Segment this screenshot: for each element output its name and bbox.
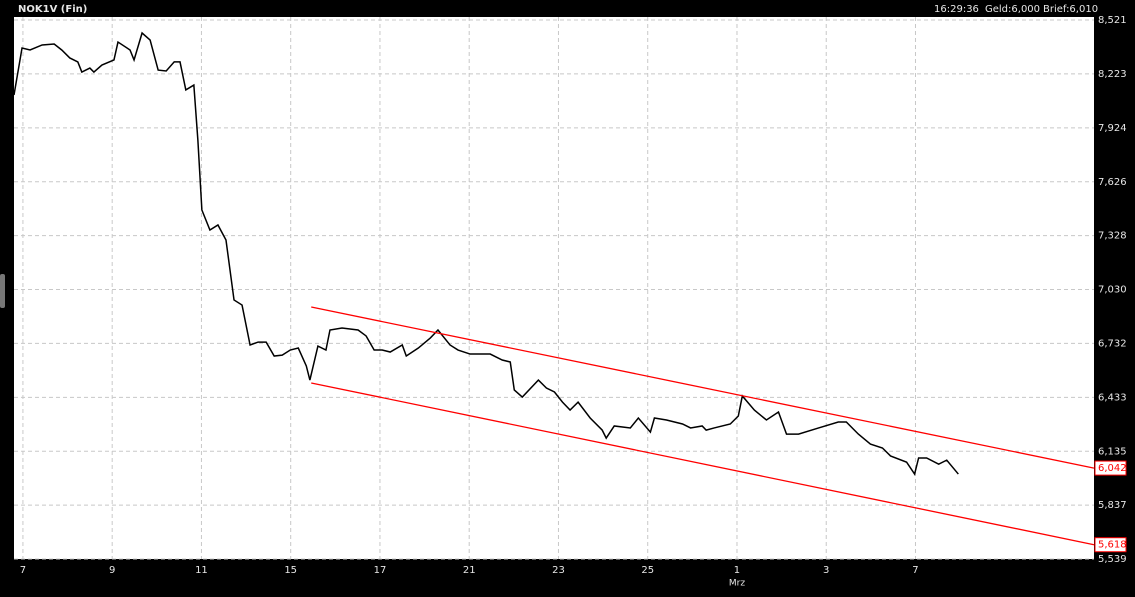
- x-tick-label: 7: [20, 565, 26, 576]
- y-tick-label: 8,223: [1098, 69, 1127, 80]
- month-label: Mrz: [729, 579, 745, 589]
- marks: [13, 31, 1095, 546]
- x-tick-label: 25: [641, 565, 654, 576]
- x-tick-label: 1: [734, 565, 740, 576]
- price-tag: 6,042: [1098, 463, 1127, 474]
- x-tick-label: 21: [463, 565, 476, 576]
- price-tag-box: [1094, 460, 1127, 476]
- side-handle: [0, 274, 5, 308]
- trend-line: [311, 382, 1095, 546]
- price-tag-box: [1094, 537, 1127, 553]
- x-tick-label: 17: [374, 565, 387, 576]
- labels: 5,539 5,837 6,135 6,433 6,732 7,030 7,328 7,626…: [20, 15, 1127, 589]
- trend-line: [311, 306, 1095, 469]
- y-tick-label: 5,837: [1098, 500, 1127, 511]
- x-tick-label: 7: [912, 565, 918, 576]
- y-tick-label: 7,030: [1098, 285, 1127, 296]
- x-tick-label: 3: [823, 565, 829, 576]
- y-tick-label: 7,626: [1098, 177, 1127, 188]
- y-tick-label: 6,433: [1098, 392, 1127, 403]
- y-tick-label: 5,539: [1098, 554, 1127, 565]
- status-ask: Brief:6,010: [1043, 4, 1098, 15]
- y-tick-label: 7,924: [1098, 123, 1127, 134]
- y-tick-label: 8,521: [1098, 15, 1127, 26]
- x-tick-label: 9: [109, 565, 115, 576]
- plot-area: [14, 17, 1094, 559]
- status-time: 16:29:36: [934, 4, 979, 15]
- y-tick-label: 6,135: [1098, 446, 1127, 457]
- price-line: [13, 31, 959, 476]
- y-tick-label: 6,732: [1098, 338, 1127, 349]
- chart-title: NOK1V (Fin): [18, 4, 87, 15]
- status-bid: Geld:6,000: [985, 4, 1040, 15]
- x-tick-label: 11: [195, 565, 208, 576]
- x-tick-label: 23: [552, 565, 565, 576]
- x-tick-label: 15: [284, 565, 297, 576]
- price-tag: 5,618: [1098, 540, 1127, 551]
- y-tick-label: 7,328: [1098, 231, 1127, 242]
